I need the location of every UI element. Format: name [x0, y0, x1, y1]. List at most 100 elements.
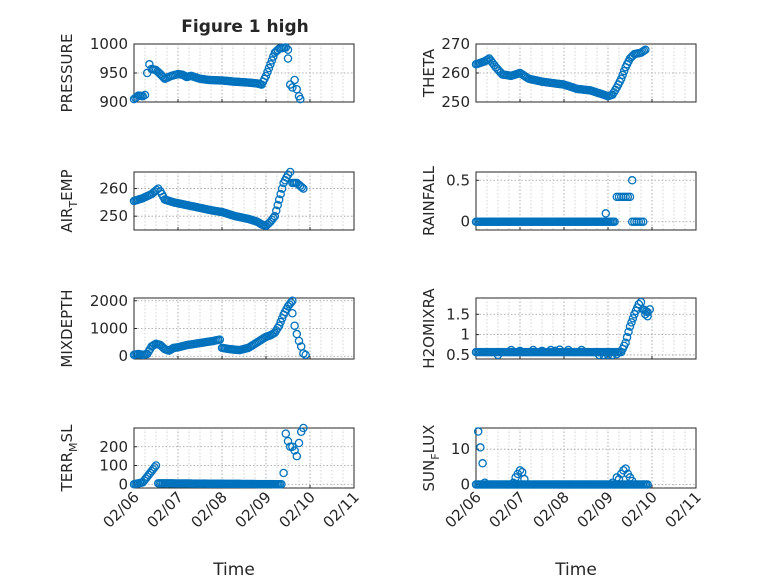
- data-point: [276, 189, 285, 199]
- data-point: [297, 182, 306, 192]
- y-tick-label: 2000: [90, 292, 128, 310]
- data-point: [608, 478, 617, 487]
- y-tick-label: 100: [99, 457, 128, 475]
- data-point: [625, 322, 635, 331]
- data-point: [267, 56, 277, 65]
- data-series: [129, 167, 308, 231]
- data-point: [612, 349, 622, 359]
- y-axis-label: SUNFLUX: [420, 425, 442, 492]
- data-point: [643, 312, 652, 321]
- data-point: [594, 350, 604, 360]
- data-point: [639, 46, 649, 56]
- data-point: [294, 438, 304, 448]
- data-point: [506, 345, 516, 355]
- subplot-rainfall: 0 0.5 RAINFALL: [420, 165, 697, 236]
- y-axis-label-rest: SL: [58, 424, 76, 443]
- data-point: [299, 349, 308, 358]
- data-point: [285, 167, 295, 177]
- data-point: [515, 466, 525, 475]
- data-point: [272, 206, 281, 215]
- data-series: [129, 423, 308, 489]
- data-point: [290, 446, 299, 455]
- data-point: [286, 298, 296, 307]
- y-tick-label: 1.5: [446, 305, 470, 323]
- data-point: [288, 308, 297, 318]
- data-point: [140, 90, 150, 100]
- data-point: [564, 345, 573, 355]
- data-series: [471, 427, 652, 489]
- data-point: [636, 297, 646, 307]
- y-tick-label: 260: [441, 64, 470, 82]
- data-series: [129, 296, 310, 360]
- data-point: [294, 336, 304, 346]
- y-tick-label: 0: [118, 347, 128, 365]
- subplot-pressure: 900 950 1000 PRESSURE: [58, 34, 355, 113]
- y-axis-label-subscript: F: [429, 453, 442, 459]
- data-point: [603, 350, 613, 360]
- data-point: [537, 346, 547, 356]
- data-point: [478, 459, 487, 468]
- subplot-h2omixra: 0.5 1 1.5 H2OMIXRA: [420, 288, 697, 369]
- y-axis-label-main: TERR: [58, 452, 76, 493]
- data-point: [641, 45, 650, 55]
- data-series: [129, 43, 305, 104]
- data-point: [276, 317, 285, 327]
- y-tick-label: 200: [99, 438, 128, 456]
- data-point: [215, 335, 225, 344]
- y-axis-label-subscript: M: [67, 442, 80, 452]
- data-point: [610, 217, 619, 226]
- y-tick-label: 0.5: [446, 346, 470, 364]
- data-point: [283, 436, 293, 446]
- subplot-air_temp: 250 260 AIRTEMP: [58, 167, 355, 233]
- data-point: [627, 318, 636, 327]
- data-point: [493, 350, 503, 360]
- data-point: [614, 474, 624, 484]
- y-axis-label-main: SUN: [420, 460, 438, 492]
- y-tick-label: 1: [460, 326, 470, 344]
- data-point: [509, 478, 518, 487]
- data-point: [264, 63, 274, 73]
- y-axis-label: PRESSURE: [58, 34, 76, 113]
- data-point: [281, 429, 291, 438]
- data-series: [471, 45, 650, 101]
- data-series: [471, 176, 648, 226]
- data-point: [288, 296, 297, 306]
- y-axis-label: RAINFALL: [420, 165, 438, 236]
- data-point: [299, 423, 308, 433]
- y-axis-label-rest: EMP: [58, 169, 76, 200]
- y-tick-label: 10: [451, 440, 470, 458]
- data-point: [643, 480, 652, 489]
- data-point: [619, 66, 629, 76]
- data-point: [288, 83, 297, 92]
- data-point: [281, 43, 291, 52]
- data-point: [277, 479, 286, 489]
- data-point: [476, 443, 485, 452]
- y-axis-label-main: AIR: [58, 208, 76, 233]
- data-point: [296, 94, 305, 104]
- data-point: [625, 192, 635, 202]
- y-tick-label: 270: [441, 35, 470, 53]
- data-point: [608, 350, 617, 360]
- data-point: [279, 468, 288, 478]
- data-point: [528, 345, 538, 355]
- data-point: [550, 346, 560, 356]
- data-point: [290, 321, 299, 330]
- data-series: [471, 297, 655, 360]
- data-point: [290, 75, 299, 85]
- data-point: [616, 74, 626, 84]
- data-point: [273, 200, 282, 210]
- data-point: [274, 321, 284, 330]
- data-point: [627, 476, 637, 486]
- data-point: [599, 350, 608, 360]
- data-point: [638, 217, 648, 226]
- data-point: [269, 213, 278, 223]
- y-axis-label: THETA: [420, 48, 438, 98]
- x-axis-label: Time: [212, 560, 255, 580]
- data-point: [283, 45, 293, 55]
- y-tick-label: 950: [99, 64, 128, 82]
- data-point: [624, 327, 633, 337]
- y-axis-label: AIRTEMP: [58, 169, 80, 232]
- y-tick-label: 900: [99, 93, 128, 111]
- subplot-mixdepth: 0 1000 2000 MIXDEPTH: [58, 289, 355, 368]
